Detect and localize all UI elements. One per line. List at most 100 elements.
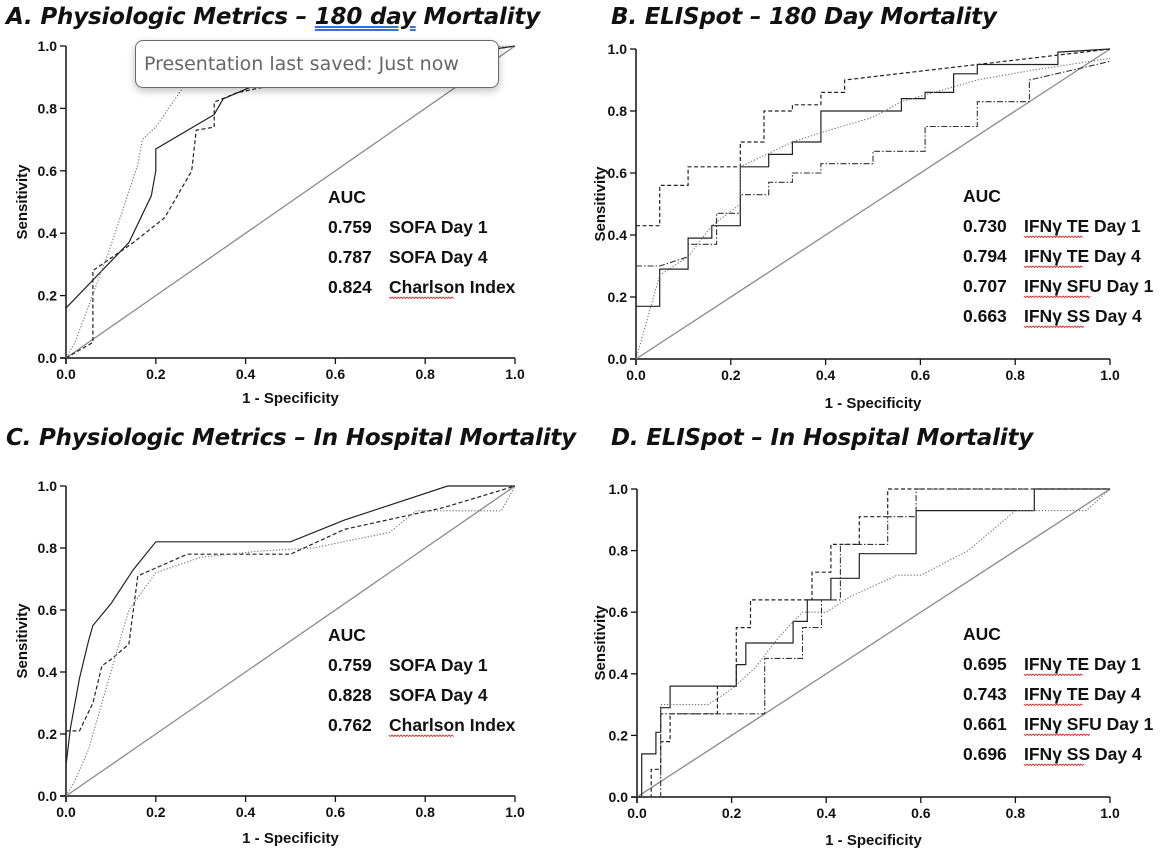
x-tick-label: 0.6 bbox=[911, 367, 931, 383]
auc-label: SOFA Day 4 bbox=[389, 685, 488, 705]
auc-header: AUC bbox=[328, 187, 366, 207]
x-tick-label: 0.4 bbox=[236, 366, 256, 382]
auc-label: IFNγ TE Day 4 bbox=[1024, 684, 1141, 704]
auc-value: 0.794 bbox=[963, 246, 1007, 266]
x-tick-label: 0.6 bbox=[911, 805, 931, 821]
x-axis-title: 1 - Specificity bbox=[825, 395, 922, 412]
y-tick-label: 0.2 bbox=[38, 726, 58, 742]
auc-header: AUC bbox=[328, 625, 366, 645]
y-tick-label: 0.8 bbox=[609, 543, 629, 559]
x-axis-title: 1 - Specificity bbox=[242, 830, 339, 847]
x-tick-label: 0.8 bbox=[415, 804, 435, 820]
y-tick-label: 1.0 bbox=[608, 41, 628, 57]
auc-value: 0.743 bbox=[963, 684, 1007, 704]
y-tick-label: 0.4 bbox=[609, 666, 629, 682]
chart-d: 0.0 0.2 0.4 0.6 0.8 1.0 0.0 0.2 0.4 0.6 0.8 1.0 1 - … bbox=[592, 481, 1154, 849]
spellcheck-underline bbox=[388, 734, 454, 738]
save-status-tooltip: Presentation last saved: Just now bbox=[135, 40, 499, 88]
x-tick-label: 0.4 bbox=[236, 804, 256, 820]
roc-curve-dotted bbox=[636, 488, 1111, 798]
roc-curve-solid bbox=[65, 45, 516, 309]
roc-curve-dotted bbox=[65, 485, 516, 797]
y-tick-label: 0.2 bbox=[609, 727, 629, 743]
auc-value: 0.759 bbox=[328, 217, 372, 237]
auc-value: 0.707 bbox=[963, 276, 1007, 296]
auc-label: IFNγ TE Day 4 bbox=[1024, 246, 1141, 266]
y-axis-title: Sensitivity bbox=[592, 166, 609, 242]
y-tick-label: 0.2 bbox=[38, 288, 58, 304]
roc-curve-dashed bbox=[636, 48, 1111, 227]
chart-c: 0.0 0.2 0.4 0.6 0.8 1.0 0.0 0.2 0.4 0.6 0.8 1.0 1 - … bbox=[14, 478, 525, 847]
x-tick-label: 0.0 bbox=[626, 367, 646, 383]
auc-value: 0.695 bbox=[963, 654, 1007, 674]
spellcheck-underline bbox=[1023, 733, 1091, 737]
spellcheck-underline bbox=[1023, 703, 1083, 707]
reference-diagonal bbox=[635, 48, 1111, 360]
y-tick-label: 0.8 bbox=[38, 100, 58, 116]
x-tick-label: 0.0 bbox=[56, 804, 76, 820]
auc-value: 0.696 bbox=[963, 744, 1007, 764]
auc-label: Charlson Index bbox=[389, 715, 516, 735]
roc-curve-dashed bbox=[65, 45, 516, 359]
y-axis-title: Sensitivity bbox=[592, 605, 609, 681]
x-tick-label: 0.2 bbox=[146, 366, 166, 382]
spellcheck-underline bbox=[1023, 763, 1085, 767]
reference-diagonal bbox=[65, 485, 516, 797]
auc-value: 0.661 bbox=[963, 714, 1007, 734]
auc-label: Charlson Index bbox=[389, 277, 516, 297]
x-tick-label: 1.0 bbox=[1100, 805, 1120, 821]
auc-label: IFNγ SFU Day 1 bbox=[1024, 714, 1154, 734]
auc-value: 0.730 bbox=[963, 216, 1007, 236]
panel-c-title-text: C. Physiologic Metrics – In Hospital Mor… bbox=[6, 425, 576, 451]
y-tick-label: 0.4 bbox=[608, 227, 628, 243]
x-tick-label: 1.0 bbox=[505, 804, 525, 820]
panel-d-title: D. ELISpot – In Hospital Mortality bbox=[611, 425, 1033, 451]
y-tick-label: 0.0 bbox=[38, 350, 58, 366]
auc-label: IFNγ SFU Day 1 bbox=[1024, 276, 1154, 296]
x-tick-label: 0.8 bbox=[1006, 805, 1026, 821]
panel-b-title-text: B. ELISpot – 180 Day Mortality bbox=[611, 4, 997, 30]
auc-header: AUC bbox=[963, 186, 1001, 206]
auc-header: AUC bbox=[963, 624, 1001, 644]
x-tick-label: 0.8 bbox=[1005, 367, 1025, 383]
x-tick-label: 0.4 bbox=[816, 805, 836, 821]
x-tick-label: 0.4 bbox=[816, 367, 836, 383]
chart-b: 0.0 0.2 0.4 0.6 0.8 1.0 0.0 0.2 0.4 0.6 0.8 1.0 1 - … bbox=[592, 41, 1154, 412]
roc-curve-dashdot bbox=[637, 488, 1110, 798]
panel-a-title: A. Physiologic Metrics – 180 day Mortali… bbox=[6, 4, 540, 30]
x-tick-label: 0.2 bbox=[722, 805, 742, 821]
auc-label: IFNγ TE Day 1 bbox=[1024, 654, 1141, 674]
y-tick-label: 0.6 bbox=[608, 165, 628, 181]
roc-curve-solid bbox=[65, 485, 515, 766]
y-axis-title: Sensitivity bbox=[14, 164, 31, 240]
save-status-text: Presentation last saved: Just now bbox=[144, 53, 459, 75]
y-tick-label: 0.4 bbox=[38, 664, 58, 680]
auc-value: 0.663 bbox=[963, 306, 1007, 326]
auc-value: 0.787 bbox=[328, 247, 372, 267]
spellcheck-underline bbox=[1023, 673, 1083, 677]
panel-a-title-prefix: A. Physiologic Metrics – bbox=[6, 4, 315, 30]
y-tick-label: 0.6 bbox=[609, 604, 629, 620]
x-tick-label: 0.6 bbox=[326, 804, 346, 820]
auc-value: 0.759 bbox=[328, 655, 372, 675]
auc-value: 0.762 bbox=[328, 715, 372, 735]
panel-a-title-suffix: Mortality bbox=[415, 4, 540, 30]
y-tick-label: 0.4 bbox=[38, 225, 58, 241]
auc-label: IFNγ SS Day 4 bbox=[1024, 306, 1142, 326]
roc-curve-solid bbox=[636, 48, 1111, 307]
panel-d-title-text: D. ELISpot – In Hospital Mortality bbox=[611, 425, 1034, 451]
panel-a-title-highlight: 180 day bbox=[314, 4, 416, 30]
x-tick-label: 0.0 bbox=[627, 805, 647, 821]
y-tick-label: 1.0 bbox=[609, 481, 629, 497]
panel-c-title: C. Physiologic Metrics – In Hospital Mor… bbox=[6, 425, 576, 451]
spellcheck-underline bbox=[388, 296, 454, 300]
panel-b-title: B. ELISpot – 180 Day Mortality bbox=[611, 4, 997, 30]
x-tick-label: 0.2 bbox=[721, 367, 741, 383]
roc-curve-solid bbox=[637, 488, 1110, 798]
auc-label: SOFA Day 1 bbox=[389, 217, 488, 237]
auc-label: IFNγ SS Day 4 bbox=[1024, 744, 1142, 764]
x-tick-label: 0.8 bbox=[415, 366, 435, 382]
spellcheck-underline bbox=[1023, 325, 1085, 329]
x-tick-label: 0.0 bbox=[56, 366, 76, 382]
